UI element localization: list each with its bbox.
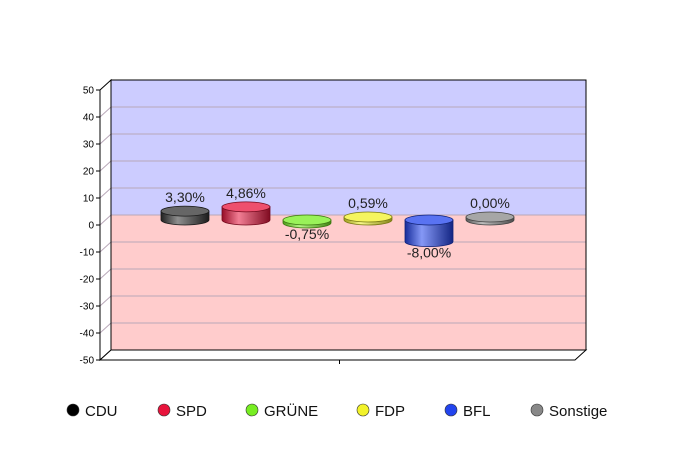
data-label: 0,59% — [348, 195, 388, 211]
y-tick-label: 40 — [83, 113, 95, 124]
y-tick-label: 50 — [83, 86, 95, 97]
legend-item: FDP — [356, 403, 405, 420]
y-axis: 50 40 30 20 10 0 -10 -20 -30 -40 -50 — [80, 86, 100, 367]
bar-spd — [221, 201, 271, 226]
legend-item: CDU — [66, 403, 118, 420]
y-tick-label: 0 — [88, 221, 94, 232]
legend-label: GRÜNE — [264, 402, 318, 420]
legend-marker — [245, 403, 259, 417]
legend-item: BFL — [444, 403, 491, 420]
y-tick-label: -40 — [80, 329, 95, 340]
legend-label: FDP — [375, 403, 405, 420]
bar-body — [404, 219, 454, 247]
bar-fdp — [343, 211, 393, 226]
y-tick-label: 30 — [83, 140, 95, 151]
bar-sonstige — [465, 211, 515, 226]
bars — [160, 201, 515, 247]
gridline-side — [99, 241, 112, 253]
negative-region — [111, 215, 586, 350]
legend-label: BFL — [463, 403, 491, 420]
legend-marker — [444, 403, 458, 417]
y-tick-label: 10 — [83, 194, 95, 205]
legend-label: Sonstige — [549, 403, 607, 420]
y-tick-label: 20 — [83, 167, 95, 178]
bar-cdu — [160, 205, 210, 226]
gridline-side — [99, 106, 112, 118]
legend-marker — [530, 403, 544, 417]
y-tick-label: -30 — [80, 302, 95, 313]
gridline-side — [99, 322, 112, 334]
gridline-side — [99, 295, 112, 307]
bar-cap — [282, 214, 332, 226]
data-label: 4,86% — [226, 185, 266, 201]
legend-item: GRÜNE — [245, 402, 318, 420]
data-label: 0,00% — [470, 195, 510, 211]
positive-region — [111, 80, 586, 215]
legend: CDU SPD GRÜNE FDP BFL Sonstige — [66, 402, 607, 420]
gridline-side — [99, 214, 112, 226]
data-label: -8,00% — [407, 245, 451, 261]
legend-item: SPD — [157, 403, 207, 420]
back-frame — [110, 79, 587, 351]
data-labels: 3,30% 4,86% -0,75% 0,59% -8,00% 0,00% — [165, 185, 510, 261]
bar-grüne — [282, 214, 332, 229]
plot-background — [98, 78, 588, 362]
gridline-side — [99, 268, 112, 280]
legend-label: SPD — [176, 403, 207, 420]
legend-item: Sonstige — [530, 403, 607, 420]
bar-cap — [160, 205, 210, 217]
legend-marker — [66, 403, 80, 417]
gridline-side — [99, 133, 112, 145]
bar-cap — [221, 201, 271, 213]
data-label: 3,30% — [165, 189, 205, 205]
y-tick-label: -10 — [80, 248, 95, 259]
bar-cap — [343, 211, 393, 223]
legend-marker — [356, 403, 370, 417]
legend-label: CDU — [85, 403, 118, 420]
floor — [98, 349, 588, 361]
gridline-side — [99, 160, 112, 172]
gridline-side — [99, 187, 112, 199]
bar-bfl — [404, 214, 454, 247]
bar-cap — [404, 214, 454, 226]
y-tick-label: -20 — [80, 275, 95, 286]
bar-cap — [465, 211, 515, 223]
y-tick-label: -50 — [80, 356, 95, 367]
data-label: -0,75% — [285, 226, 329, 242]
legend-marker — [157, 403, 171, 417]
